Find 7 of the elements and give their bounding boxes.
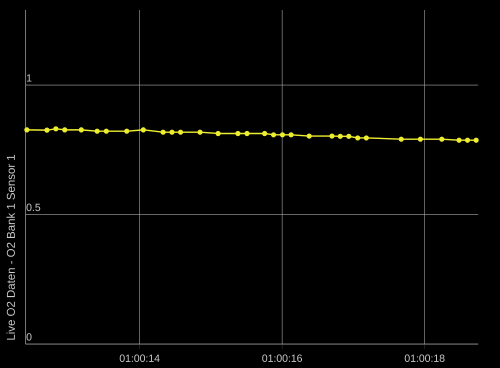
x-tick-label: 01:00:18 — [404, 354, 445, 362]
y-tick-label: 1 — [26, 74, 32, 82]
y-axis-title: Live O2 Daten - O2 Bank 1 Sensor 1 — [6, 154, 15, 340]
x-tick-label: 01:00:16 — [262, 354, 302, 362]
y-tick-label: 0 — [26, 333, 32, 341]
x-tick-label: 01:00:14 — [120, 354, 160, 362]
y-tick-label: 0.5 — [26, 204, 40, 212]
